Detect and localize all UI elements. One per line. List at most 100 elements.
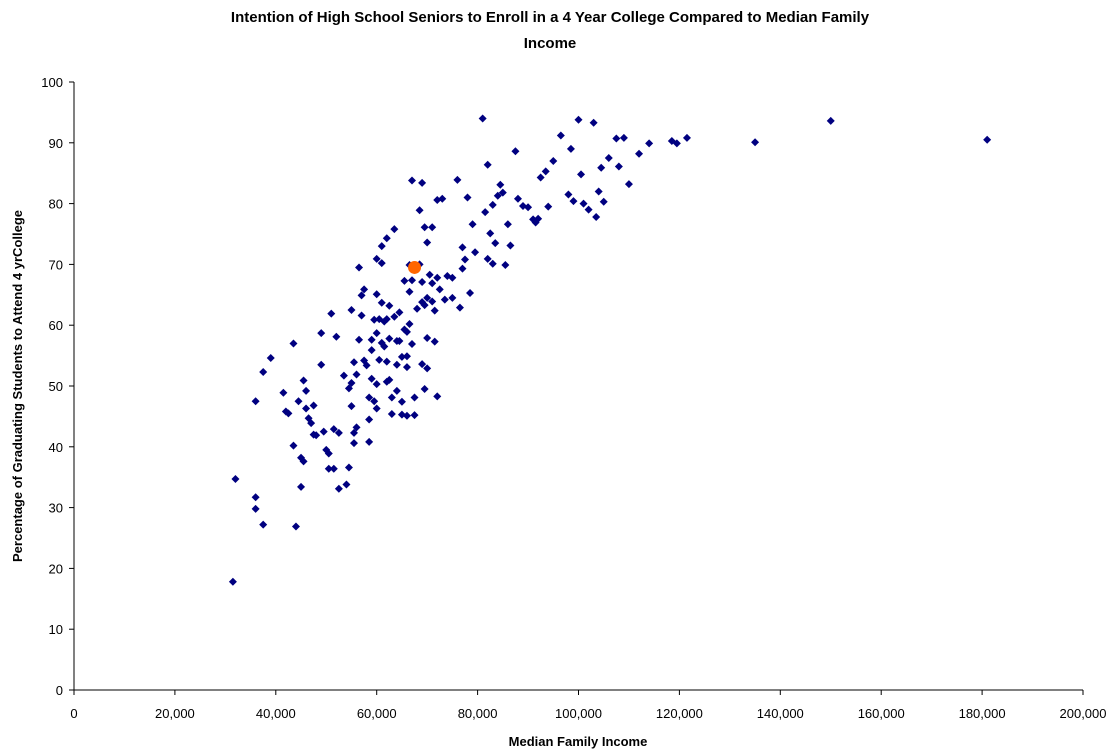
data-point <box>380 342 389 351</box>
x-tick-label: 120,000 <box>656 706 703 721</box>
data-point <box>614 162 623 171</box>
data-point <box>402 363 411 372</box>
data-point <box>309 401 318 410</box>
data-point <box>395 337 404 346</box>
data-point <box>440 295 449 304</box>
data-point <box>347 402 356 411</box>
data-point <box>408 276 417 285</box>
data-point <box>334 484 343 493</box>
data-point <box>458 243 467 252</box>
data-point <box>397 397 406 406</box>
data-point <box>597 163 606 172</box>
data-point <box>483 254 492 263</box>
data-point <box>397 352 406 361</box>
data-point <box>483 160 492 169</box>
data-point <box>390 312 399 321</box>
data-point <box>584 205 593 214</box>
data-point <box>329 425 338 434</box>
data-point <box>294 397 303 406</box>
data-point <box>400 276 409 285</box>
data-point <box>392 386 401 395</box>
data-point <box>498 188 507 197</box>
data-point <box>682 133 691 142</box>
y-tick-label: 0 <box>56 683 63 698</box>
data-point <box>463 193 472 202</box>
data-point <box>826 116 835 125</box>
data-point <box>402 352 411 361</box>
y-tick-label: 60 <box>49 318 63 333</box>
data-point <box>428 279 437 288</box>
data-point <box>594 187 603 196</box>
x-tick-label: 0 <box>70 706 77 721</box>
data-point <box>372 380 381 389</box>
data-point <box>370 397 379 406</box>
data-point <box>599 197 608 206</box>
data-point <box>418 360 427 369</box>
data-point <box>566 144 575 153</box>
data-point <box>365 415 374 424</box>
x-tick-label: 80,000 <box>458 706 498 721</box>
data-point <box>375 355 384 364</box>
data-point <box>231 475 240 484</box>
data-point <box>228 577 237 586</box>
data-point <box>513 194 522 203</box>
data-point <box>377 259 386 268</box>
data-point <box>365 393 374 402</box>
data-point <box>402 327 411 336</box>
data-point <box>455 303 464 312</box>
data-point <box>324 464 333 473</box>
data-point <box>524 203 533 212</box>
data-point <box>425 270 434 279</box>
data-point <box>577 170 586 179</box>
data-point <box>392 360 401 369</box>
data-point <box>251 493 260 502</box>
data-point <box>251 397 260 406</box>
highlight-layer <box>408 260 422 274</box>
data-point <box>385 375 394 384</box>
data-point <box>299 457 308 466</box>
highlighted-data-point <box>408 260 422 274</box>
data-point <box>478 114 487 123</box>
data-point <box>360 285 369 294</box>
data-point <box>387 409 396 418</box>
data-point <box>332 332 341 341</box>
data-point <box>367 335 376 344</box>
data-point <box>291 522 300 531</box>
data-point <box>289 441 298 450</box>
data-point <box>569 197 578 206</box>
data-point <box>357 291 366 300</box>
data-point <box>410 411 419 420</box>
data-point <box>486 229 495 238</box>
data-point <box>324 449 333 458</box>
data-point <box>355 263 364 272</box>
data-point <box>448 273 457 282</box>
data-point <box>387 393 396 402</box>
x-ticks: 0 20,000 40,000 60,000 80,000 100,000 120,000 1… <box>70 690 1107 721</box>
data-point <box>438 194 447 203</box>
data-point <box>460 255 469 264</box>
data-point <box>493 191 502 200</box>
data-point <box>468 220 477 229</box>
x-tick-label: 100,000 <box>555 706 602 721</box>
data-point <box>405 287 414 296</box>
y-tick-label: 90 <box>49 136 63 151</box>
data-point <box>503 220 512 229</box>
data-point <box>259 520 268 529</box>
y-tick-label: 80 <box>49 197 63 212</box>
data-point <box>619 133 628 142</box>
x-tick-label: 180,000 <box>959 706 1006 721</box>
data-point <box>413 304 422 313</box>
data-point <box>428 297 437 306</box>
data-point <box>549 157 558 166</box>
data-point <box>506 241 515 250</box>
data-point <box>395 308 404 317</box>
chart-title-line1: Intention of High School Seniors to Enro… <box>231 9 870 26</box>
data-point <box>405 319 414 328</box>
data-point <box>279 388 288 397</box>
data-point <box>511 147 520 156</box>
data-point <box>372 404 381 413</box>
data-point <box>251 504 260 513</box>
data-point <box>453 175 462 184</box>
y-ticks: 0 10 20 30 40 50 60 70 80 90 100 <box>41 75 74 698</box>
